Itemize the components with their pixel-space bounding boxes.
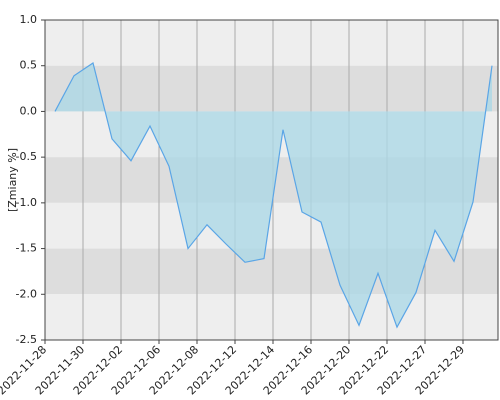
y-tick-label: 0.0	[20, 104, 38, 117]
band	[45, 248, 498, 295]
line	[54, 61, 493, 329]
y-tick-label: -1.0	[16, 196, 37, 209]
band	[45, 20, 498, 66]
y-tick-label: -1.5	[16, 242, 37, 255]
y-tick-label: -0.5	[16, 150, 37, 163]
y-axis-label: [Zmiany %]	[6, 148, 19, 212]
area	[55, 62, 492, 328]
band	[45, 294, 498, 340]
y-tick-label: -2.0	[16, 287, 37, 300]
plot-border	[44, 19, 499, 341]
y-tick-label: 0.5	[20, 59, 38, 72]
band	[45, 65, 498, 112]
y-tick-label: 1.0	[20, 13, 38, 26]
y-tick-label: -2.5	[16, 333, 37, 346]
